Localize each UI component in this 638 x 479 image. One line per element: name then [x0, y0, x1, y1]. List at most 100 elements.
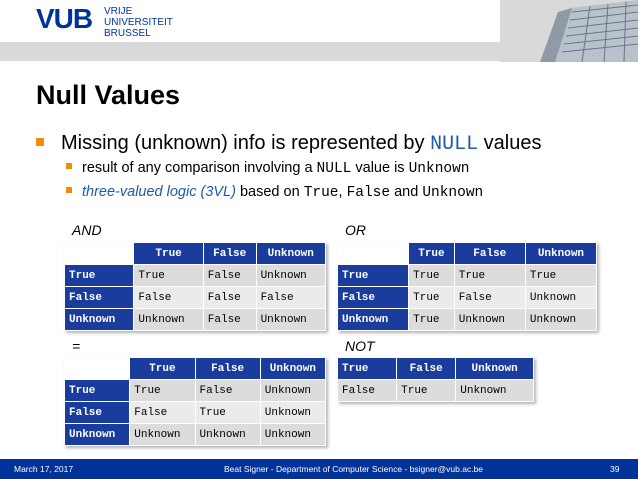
table-header-row: True False Unknown	[63, 242, 327, 265]
building-image	[500, 0, 638, 62]
logo-text: VRIJE UNIVERSITEIT BRUSSEL	[104, 6, 173, 39]
slide-title: Null Values	[36, 80, 181, 110]
and-table-label: AND	[72, 222, 102, 238]
logo-line-1: VRIJE	[104, 6, 133, 17]
footer-date: March 17, 2017	[14, 464, 74, 474]
column-header: False	[453, 242, 526, 265]
table-cell: False	[202, 308, 257, 331]
equals-truth-table: True False Unknown True True False Unkno…	[63, 357, 327, 446]
row-header: True	[336, 264, 410, 287]
table-cell: True	[133, 264, 204, 287]
table-cell: True	[396, 379, 457, 402]
sub-bullet-2-pre: based on	[235, 184, 304, 200]
column-header: Unknown	[455, 357, 534, 380]
page-number: 39	[610, 464, 620, 474]
table-cell: True	[408, 308, 455, 331]
row-header: False	[336, 286, 410, 309]
table-cell: False	[194, 379, 261, 402]
logo-line-3: BRUSSEL	[104, 28, 151, 39]
and-truth-table: True False Unknown True True False Unkno…	[63, 242, 327, 331]
sub-bullet-2-code-unknown: Unknown	[422, 185, 484, 201]
table-cell: Unknown	[524, 308, 598, 331]
table-row: Unknown Unknown False Unknown	[63, 308, 327, 331]
table-row: True True True True	[336, 264, 598, 287]
column-header: False	[202, 242, 257, 265]
table-cell: True	[408, 286, 455, 309]
sub-bullet-1-pre: result of any comparison involving a	[82, 160, 317, 176]
sub-bullet-square-icon	[66, 187, 72, 194]
table-cell: False	[255, 286, 327, 309]
table-cell: Unknown	[129, 423, 196, 446]
table-row: False False False False	[63, 286, 327, 309]
sub-bullet-2: three-valued logic (3VL) based on True, …	[66, 184, 483, 201]
table-row: True True False Unknown	[63, 264, 327, 287]
column-header: False	[396, 357, 457, 380]
column-header: True	[129, 357, 196, 380]
or-truth-table: True False Unknown True True True True F…	[336, 242, 598, 331]
table-cell: Unknown	[453, 308, 526, 331]
bullet-1-pre: Missing (unknown) info is represented by	[61, 132, 431, 154]
or-table-label: OR	[345, 222, 366, 238]
table-cell: True	[453, 264, 526, 287]
row-header: Unknown	[63, 308, 135, 331]
table-header-row: True False Unknown	[63, 357, 327, 380]
table-row: True True False Unknown	[63, 379, 327, 402]
slide-footer: March 17, 2017 Beat Signer - Department …	[0, 459, 638, 479]
row-header: True	[63, 264, 135, 287]
table-cell: Unknown	[524, 286, 598, 309]
sub-bullet-1-code-unknown: Unknown	[408, 161, 470, 177]
table-cell: True	[408, 264, 455, 287]
bullet-square-icon	[36, 137, 44, 146]
table-row: False False True Unknown	[63, 401, 327, 424]
table-corner-cell	[63, 242, 135, 265]
column-header: False	[194, 357, 261, 380]
table-cell: Unknown	[259, 401, 327, 424]
table-cell: False	[202, 264, 257, 287]
logo-line-2: UNIVERSITEIT	[104, 17, 173, 28]
table-cell: Unknown	[455, 379, 534, 402]
sub-bullet-2-emphasis: three-valued logic (3VL)	[82, 184, 236, 200]
table-corner-cell	[63, 357, 131, 380]
table-cell: True	[129, 379, 196, 402]
row-header: False	[63, 401, 131, 424]
sub-bullet-square-icon	[66, 163, 72, 170]
bullet-1: Missing (unknown) info is represented by…	[36, 132, 541, 156]
table-row: False True False Unknown	[336, 286, 598, 309]
table-cell: Unknown	[255, 308, 327, 331]
table-cell: False	[336, 379, 398, 402]
footer-author: Beat Signer - Department of Computer Sci…	[224, 464, 484, 474]
bullet-1-post: values	[478, 132, 542, 154]
sub-bullet-2-sep1: ,	[338, 184, 347, 200]
sub-bullet-2-code-true: True	[303, 185, 339, 201]
column-header: Unknown	[259, 357, 327, 380]
table-row: Unknown Unknown Unknown Unknown	[63, 423, 327, 446]
table-row: False True Unknown	[336, 379, 534, 402]
table-cell: Unknown	[133, 308, 204, 331]
column-header: Unknown	[255, 242, 327, 265]
logo-mark: VUB	[36, 3, 93, 34]
equals-table-label: =	[72, 338, 81, 354]
sub-bullet-1-mid: value is	[351, 160, 409, 176]
row-header: False	[63, 286, 135, 309]
table-cell: False	[202, 286, 257, 309]
column-header: Unknown	[524, 242, 598, 265]
table-cell: Unknown	[259, 423, 327, 446]
sub-bullet-1: result of any comparison involving a NUL…	[66, 160, 470, 177]
table-cell: Unknown	[255, 264, 327, 287]
column-header: True	[133, 242, 204, 265]
table-row: Unknown True Unknown Unknown	[336, 308, 598, 331]
sub-bullet-2-code-false: False	[346, 185, 391, 201]
table-cell: False	[133, 286, 204, 309]
bullet-1-code: NULL	[430, 133, 479, 156]
table-cell: Unknown	[194, 423, 261, 446]
sub-bullet-2-sep2: and	[390, 184, 423, 200]
row-header: Unknown	[63, 423, 131, 446]
not-truth-table: True False Unknown False True Unknown	[336, 357, 534, 402]
table-header-row: True False Unknown	[336, 357, 534, 380]
column-header: True	[408, 242, 455, 265]
table-cell: False	[129, 401, 196, 424]
row-header: True	[63, 379, 131, 402]
row-header: Unknown	[336, 308, 410, 331]
table-corner-cell	[336, 242, 410, 265]
header-band	[0, 42, 638, 61]
